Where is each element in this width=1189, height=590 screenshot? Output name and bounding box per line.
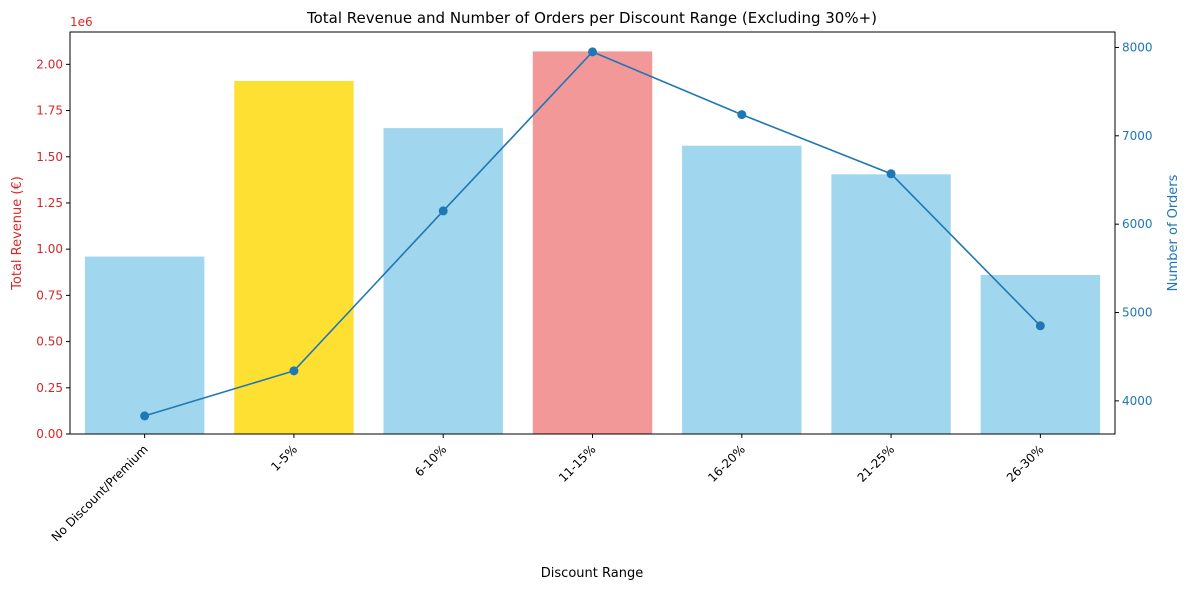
revenue-bar xyxy=(234,80,354,434)
orders-point xyxy=(289,366,299,376)
y-tick-label: 0.00 xyxy=(36,427,63,441)
y-tick-label: 0.50 xyxy=(36,335,63,349)
y-tick-label: 0.25 xyxy=(36,381,63,395)
revenue-bar xyxy=(532,51,653,435)
line-layer xyxy=(140,47,1045,421)
y-tick-label: 2.00 xyxy=(36,57,63,71)
revenue-bar xyxy=(383,128,503,434)
y-tick-label: 1.25 xyxy=(36,196,63,210)
orders-point xyxy=(737,110,747,120)
plot-frame xyxy=(69,31,1116,435)
x-tick-label: 21-25% xyxy=(855,442,898,485)
revenue-bar xyxy=(682,145,802,435)
y2-tick-label: 7000 xyxy=(1122,129,1153,143)
x-axis-title: Discount Range xyxy=(541,566,643,581)
revenue-bar xyxy=(831,174,951,434)
y2-axis-title: Number of Orders xyxy=(1166,174,1181,291)
right-axis: 4000 5000 6000 7000 8000 xyxy=(1115,40,1153,408)
orders-point xyxy=(140,411,150,421)
y2-tick-label: 4000 xyxy=(1122,394,1153,408)
y-offset-label: 1e6 xyxy=(70,15,93,29)
y2-tick-label: 5000 xyxy=(1122,306,1153,320)
y-axis-title: Total Revenue (€) xyxy=(10,176,25,291)
y2-tick-label: 8000 xyxy=(1122,40,1153,54)
chart-title: Total Revenue and Number of Orders per D… xyxy=(306,9,877,27)
orders-point xyxy=(438,206,448,216)
y-tick-label: 1.50 xyxy=(36,150,63,164)
x-tick-label: 1-5% xyxy=(268,442,300,474)
bars-layer xyxy=(84,51,1101,435)
x-tick-label: 11-15% xyxy=(556,442,599,485)
y-tick-label: 1.00 xyxy=(36,242,63,256)
orders-point xyxy=(886,169,896,179)
x-tick-label: 26-30% xyxy=(1004,442,1047,485)
y-tick-label: 0.75 xyxy=(36,288,63,302)
x-tick-label: No Discount/Premium xyxy=(49,442,151,544)
x-axis: No Discount/Premium 1-5% 6-10% 11-15% 16-20%… xyxy=(49,434,1047,544)
revenue-bar xyxy=(84,256,205,434)
y2-tick-label: 6000 xyxy=(1122,217,1153,231)
x-tick-label: 6-10% xyxy=(412,442,449,479)
orders-point xyxy=(1035,321,1045,331)
x-tick-label: 16-20% xyxy=(705,442,748,485)
y-tick-label: 1.75 xyxy=(36,104,63,118)
left-axis: 0.00 0.25 0.50 0.75 1.00 1.25 1.50 1.75 2.00 xyxy=(36,57,70,441)
revenue-bar xyxy=(980,275,1101,434)
orders-point xyxy=(588,47,597,57)
